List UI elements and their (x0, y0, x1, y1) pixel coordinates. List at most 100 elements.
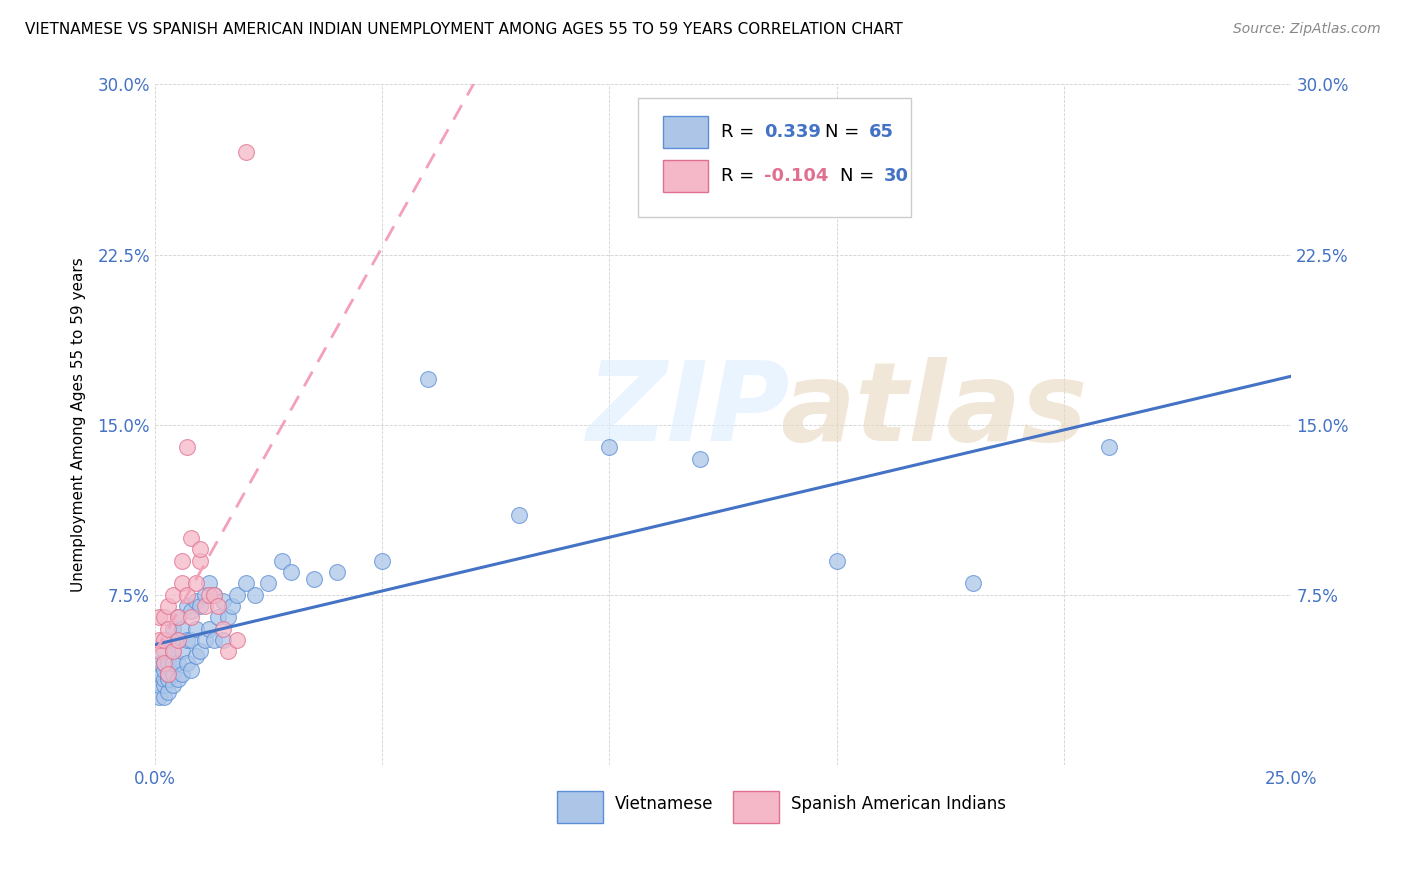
FancyBboxPatch shape (638, 98, 911, 217)
Text: atlas: atlas (780, 358, 1087, 465)
Point (153, 610, 176, 624)
Point (166, 633, 188, 648)
Text: 30: 30 (883, 168, 908, 186)
Point (162, 667, 184, 681)
Text: 0.339: 0.339 (763, 123, 821, 141)
Text: -0.104: -0.104 (763, 168, 828, 186)
Point (212, 594, 235, 608)
Point (188, 542, 211, 557)
Point (176, 633, 198, 648)
Text: ZIP: ZIP (586, 358, 790, 465)
Point (198, 576, 221, 591)
Point (157, 685, 180, 699)
Point (184, 576, 207, 591)
Point (180, 610, 202, 624)
Point (153, 644, 176, 658)
Text: Source: ZipAtlas.com: Source: ZipAtlas.com (1233, 22, 1381, 37)
Point (207, 610, 229, 624)
Point (217, 610, 239, 624)
Point (172, 644, 194, 658)
Point (235, 576, 257, 591)
Point (202, 633, 225, 648)
Text: 65: 65 (869, 123, 894, 141)
Point (207, 599, 229, 613)
Text: Vietnamese: Vietnamese (614, 795, 714, 813)
Point (148, 678, 170, 692)
FancyBboxPatch shape (734, 791, 779, 823)
Point (180, 633, 202, 648)
Point (689, 451, 711, 466)
Point (212, 633, 235, 648)
FancyBboxPatch shape (662, 161, 709, 193)
Point (157, 599, 180, 613)
Point (962, 576, 984, 591)
Point (325, 565, 347, 579)
Point (172, 667, 194, 681)
Point (148, 690, 170, 704)
Point (194, 588, 217, 602)
Point (371, 554, 394, 568)
Point (198, 588, 221, 602)
Point (157, 656, 180, 670)
Point (180, 531, 202, 545)
Point (162, 678, 184, 692)
Point (172, 576, 194, 591)
Y-axis label: Unemployment Among Ages 55 to 59 years: Unemployment Among Ages 55 to 59 years (72, 257, 86, 592)
Point (202, 588, 225, 602)
Point (162, 644, 184, 658)
Point (153, 690, 176, 704)
Point (176, 656, 198, 670)
Point (198, 622, 221, 636)
Point (235, 145, 257, 160)
Point (184, 622, 207, 636)
Point (1098, 440, 1121, 454)
Point (162, 622, 184, 636)
Point (180, 603, 202, 617)
Point (202, 588, 225, 602)
Point (162, 656, 184, 670)
Point (243, 588, 266, 602)
Point (162, 644, 184, 658)
Point (176, 588, 198, 602)
Point (194, 599, 217, 613)
Point (148, 656, 170, 670)
Point (148, 644, 170, 658)
Point (172, 622, 194, 636)
Point (416, 372, 439, 386)
Point (194, 633, 217, 648)
Point (153, 672, 176, 686)
Point (153, 663, 176, 677)
Point (153, 633, 176, 648)
Point (188, 644, 211, 658)
Point (148, 667, 170, 681)
Point (157, 667, 180, 681)
FancyBboxPatch shape (662, 116, 709, 148)
Point (157, 622, 180, 636)
Point (166, 633, 188, 648)
Point (508, 508, 530, 523)
Point (162, 588, 184, 602)
Text: VIETNAMESE VS SPANISH AMERICAN INDIAN UNEMPLOYMENT AMONG AGES 55 TO 59 YEARS COR: VIETNAMESE VS SPANISH AMERICAN INDIAN UN… (25, 22, 903, 37)
Text: N =: N = (825, 123, 865, 141)
Point (153, 656, 176, 670)
Point (153, 678, 176, 692)
Point (188, 554, 211, 568)
Point (217, 644, 239, 658)
Point (221, 599, 243, 613)
Point (302, 572, 325, 586)
Point (176, 599, 198, 613)
Point (188, 599, 211, 613)
Point (166, 672, 188, 686)
Point (825, 554, 848, 568)
Point (153, 656, 176, 670)
Point (157, 633, 180, 648)
Point (176, 440, 198, 454)
Point (157, 672, 180, 686)
Point (166, 610, 188, 624)
Point (148, 610, 170, 624)
Point (157, 667, 180, 681)
Text: Spanish American Indians: Spanish American Indians (792, 795, 1007, 813)
Point (271, 554, 294, 568)
Point (212, 622, 235, 636)
Point (225, 633, 247, 648)
